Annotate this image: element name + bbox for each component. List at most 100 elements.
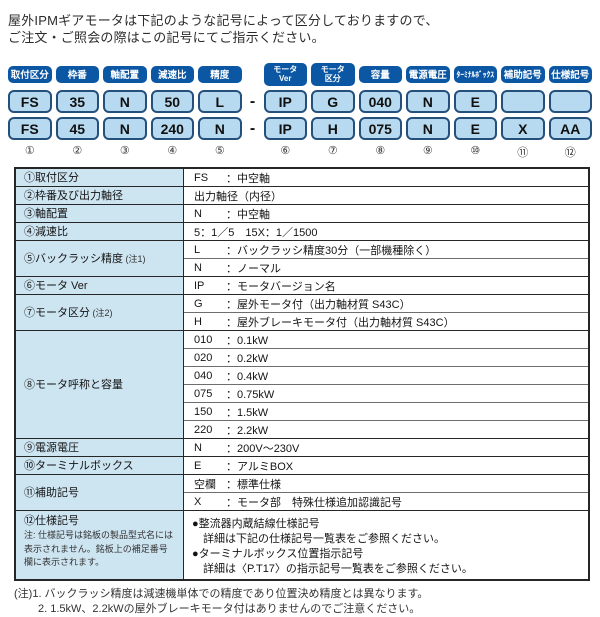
row-value-cell: 5：1／5 15X：1／1500 — [184, 223, 588, 240]
table-row: ⑤バックラッシ精度 (注1) L ：バックラッシ精度30分（一部機種除く） N ：ノーマ… — [16, 240, 588, 276]
value-line: 150 ：1.5kW — [184, 402, 588, 420]
table-row: ⑩ターミナルボックス E ：アルミBOX — [16, 456, 588, 474]
value-description: ：ノーマル — [226, 262, 281, 275]
code-header-badge: 補助記号 — [501, 65, 545, 83]
row-index-number: ⑧ — [24, 378, 35, 391]
row-label-text: 枠番及び出力軸径 — [35, 189, 123, 202]
code-value-row1: FS — [8, 90, 52, 113]
row-index-number: ⑤ — [24, 252, 35, 265]
code-column-①: 取付区分 FS FS ① — [8, 62, 52, 158]
code-header-zone: 電源電圧 — [406, 62, 450, 86]
code-value-row1 — [501, 90, 545, 113]
row-label-text: 取付区分 — [35, 171, 79, 184]
code-value-row2: IP — [263, 117, 307, 140]
row-value-cell: N ：200V～230V — [184, 439, 588, 456]
value-description: 5：1／5 15X：1／1500 — [194, 226, 318, 239]
code-header-label: モータ — [320, 65, 345, 74]
value-description: ：200V～230V — [226, 442, 300, 455]
code-value-row1: L — [198, 90, 242, 113]
row-index-number: ⑩ — [24, 459, 35, 472]
code-header-zone: 仕様記号 — [548, 62, 592, 86]
code-header-zone: 軸配置 — [103, 62, 147, 86]
code-column-⑩: ﾀｰﾐﾅﾙﾎﾞｯｸｽ E E ⑩ — [453, 62, 497, 158]
row-label: ⑩ターミナルボックス — [24, 459, 179, 473]
code-header-zone: 補助記号 — [501, 62, 545, 86]
row-value-cell: 010 ：0.1kW 020 ：0.2kW 040 ：0.4kW 075 ：0.75kW 150… — [184, 331, 588, 438]
row-value-cell: IP ：モータバージョン名 — [184, 277, 588, 294]
row-label-text: モータ区分 — [35, 306, 90, 319]
value-line: G ：屋外モータ付（出力軸材質 S43C） — [184, 295, 588, 312]
code-index-number: ② — [72, 145, 83, 157]
code-column-⑦: モータ 区分 G H ⑦ — [311, 62, 355, 158]
code-value-row1: N — [406, 90, 450, 113]
code-header-zone: 精度 — [198, 62, 242, 86]
value-code: H — [194, 315, 202, 328]
row-value-cell: ●整流器内蔵結線仕様記号 詳細は下記の仕様記号一覧表をご参照ください。 ●ターミナ… — [184, 511, 588, 579]
code-header-zone: 減速比 — [150, 62, 194, 86]
row-label-cell: ⑥モータ Ver — [16, 277, 184, 294]
value-description: ：バックラッシ精度30分（一部機種除く） — [226, 244, 437, 257]
code-index-number: ④ — [167, 145, 178, 157]
code-value-row2: H — [311, 117, 355, 140]
footer-notes: (注)1. バックラッシ精度は減速機単体での精度であり位置決め精度とは異なります… — [14, 587, 592, 617]
row-label: ⑤バックラッシ精度 (注1) — [24, 252, 179, 266]
value-code: IP — [194, 279, 205, 292]
table-row: ⑨電源電圧 N ：200V～230V — [16, 438, 588, 456]
value-text-line: 詳細は下記の仕様記号一覧表をご参照ください。 — [192, 532, 445, 545]
code-value-row2: AA — [548, 117, 592, 140]
code-value-row1: N — [103, 90, 147, 113]
title-line-1: 屋外IPMギアモータは下記のような記号によって区分しておりますので、 — [8, 13, 439, 28]
value-code: N — [194, 207, 202, 220]
value-line: 075 ：0.75kW — [184, 384, 588, 402]
row-label-cell: ②枠番及び出力軸径 — [16, 187, 184, 204]
row-index-number: ⑪ — [24, 486, 35, 499]
code-value-row2: N — [103, 117, 147, 140]
value-code: E — [194, 459, 202, 472]
value-description: 出力軸径（内径） — [194, 190, 282, 203]
value-code: FS — [194, 171, 209, 184]
table-row: ⑥モータ Ver IP ：モータバージョン名 — [16, 276, 588, 294]
table-row: ⑦モータ区分 (注2) G ：屋外モータ付（出力軸材質 S43C） H ：屋外ブレーキモ… — [16, 294, 588, 330]
value-code: 010 — [194, 333, 213, 346]
code-header-label: Ver — [279, 74, 292, 83]
table-row: ⑫仕様記号 注: 仕様記号は銘板の製品型式名には 表示されません。銘板上の補足番号欄… — [16, 510, 588, 579]
separator-dash-row2: - — [249, 119, 256, 137]
code-header-label: 精度 — [210, 70, 230, 81]
value-line: 010 ：0.1kW — [184, 331, 588, 348]
value-line: 出力軸径（内径） — [184, 187, 588, 204]
code-value-row2: E — [453, 117, 497, 140]
value-line: N ：200V～230V — [184, 439, 588, 456]
row-label-text: バックラッシ精度 — [35, 252, 123, 265]
row-label-text: 仕様記号 — [35, 515, 79, 527]
separator-num-spacer — [246, 144, 260, 158]
row-label-text: モータ呼称と容量 — [35, 378, 123, 391]
footer-note-2: 2. 1.5kW、2.2kWの屋外ブレーキモータ付はありませんのでご注意ください… — [38, 603, 421, 615]
row-index-number: ⑫ — [24, 515, 35, 527]
row-label: ⑫仕様記号 — [24, 514, 179, 528]
table-row: ⑧モータ呼称と容量 010 ：0.1kW 020 ：0.2kW 040 ：0.4kW 075 ：… — [16, 330, 588, 438]
table-row: ①取付区分 FS ：中空軸 — [16, 169, 588, 186]
code-column-⑫: 仕様記号 AA ⑫ — [548, 62, 592, 159]
row-label-text: 軸配置 — [35, 207, 68, 220]
code-header-zone: モータ Ver — [263, 62, 307, 86]
value-description: ：1.5kW — [226, 406, 269, 419]
value-description: ：中空軸 — [226, 172, 270, 185]
code-value-row1: 50 — [150, 90, 194, 113]
code-header-badge: 枠番 — [55, 65, 99, 83]
row-value-cell: G ：屋外モータ付（出力軸材質 S43C） H ：屋外ブレーキモータ付（出力軸材質 S… — [184, 295, 588, 330]
row-label: ⑪補助記号 — [24, 486, 179, 500]
value-code: 220 — [194, 423, 213, 436]
value-line: 220 ：2.2kW — [184, 420, 588, 438]
title-line-2: ご注文・ご照会の際はこの記号にてご指示ください。 — [8, 30, 325, 45]
code-column-⑤: 精度 L N ⑤ — [198, 62, 242, 158]
row-index-number: ③ — [24, 207, 35, 220]
code-header-badge: モータ 区分 — [311, 62, 355, 86]
row-label-cell: ③軸配置 — [16, 205, 184, 222]
row-label: ⑦モータ区分 (注2) — [24, 306, 179, 320]
value-line: H ：屋外ブレーキモータ付（出力軸材質 S43C） — [184, 312, 588, 330]
code-index-number: ⑤ — [214, 145, 225, 157]
separator-dash-row1: - — [249, 92, 256, 110]
value-line: N ：中空軸 — [184, 205, 588, 222]
row-index-number: ④ — [24, 225, 35, 238]
row-index-number: ⑨ — [24, 441, 35, 454]
